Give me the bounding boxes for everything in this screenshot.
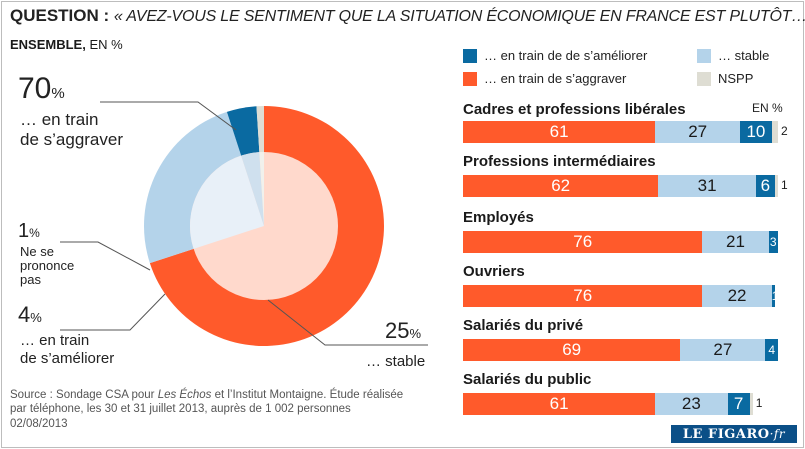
logo-suffix: ·fr [769, 427, 786, 441]
legend-swatch-stable [697, 49, 711, 63]
leader-ameliorer [60, 293, 166, 331]
bar-segment-stable: 27 [655, 121, 741, 143]
bar-segment-stable: 22 [702, 285, 772, 307]
label-stable-line1: … stable [366, 353, 426, 370]
pie-slice-stable-inner [189, 155, 264, 249]
label-ameliorer-line2: de s’améliorer [20, 350, 115, 367]
bar-category-label: Salariés du privé [463, 317, 584, 334]
pct-nspp-value: 1 [18, 220, 30, 242]
bar-segment-stable: 31 [658, 175, 756, 197]
bar-row: 69 27 4 [463, 339, 778, 361]
ensemble-label: ENSEMBLE, EN % [10, 37, 123, 52]
pct-aggraver-sign: % [51, 85, 65, 102]
label-stable: … stable [366, 352, 425, 372]
legend-ameliorer: … en train de de s’améliorer [484, 48, 648, 63]
label-aggraver-line1: … en train [20, 110, 99, 129]
legend-aggraver: … en train de s’aggraver [484, 71, 627, 86]
bar-segment-aggraver: 61 [463, 121, 656, 143]
publication-date: 02/08/2013 [10, 418, 68, 430]
bar-segment-ameliorer: 6 [755, 175, 775, 197]
bar-segment-aggraver: 76 [463, 231, 703, 253]
bar-category-label: Salariés du public [463, 371, 592, 388]
pct-stable-sign: % [409, 326, 422, 341]
ensemble-text: ENSEMBLE, [10, 37, 86, 52]
pie-slice-nspp-inner [259, 152, 264, 226]
bar-segment-ameliorer: 7 [727, 393, 750, 415]
bar-segment-stable: 27 [680, 339, 766, 361]
pct-ameliorer-sign: % [30, 310, 42, 325]
bar-category-label: Cadres et professions libérales [463, 101, 686, 118]
bar-segment-nspp [771, 121, 778, 143]
label-nspp-line3: pas [20, 272, 41, 287]
pct-ameliorer: 4% [18, 302, 42, 328]
bar-segment-stable: 23 [655, 393, 728, 415]
bar-segment-ameliorer: 1 [771, 285, 775, 307]
source-part2: et l’Institut Montaigne. Étude réalisée [211, 389, 404, 401]
pct-stable: 25% [385, 318, 421, 344]
legend-swatch-ameliorer [463, 49, 477, 63]
bar-category-label: Ouvriers [463, 263, 525, 280]
bar-category-label: Professions intermédiaires [463, 153, 656, 170]
pct-aggraver-value: 70 [18, 72, 52, 105]
pct-aggraver: 70% [18, 72, 65, 106]
label-nspp-line2: prononce [20, 258, 75, 273]
bar-segment-ameliorer: 3 [768, 231, 778, 253]
question-text: « AVEZ-VOUS LE SENTIMENT QUE LA SITUATIO… [113, 8, 805, 25]
legend-swatch-nspp [697, 72, 711, 86]
bar-segment-ameliorer: 4 [765, 339, 778, 361]
bar-value-nspp: 1 [755, 396, 763, 410]
label-ameliorer: … en train de s’améliorer [20, 332, 114, 368]
bar-segment-aggraver: 62 [463, 175, 659, 197]
pct-stable-value: 25 [385, 318, 410, 343]
source-publication: Les Échos [157, 389, 212, 401]
leader-aggraver [100, 101, 237, 131]
legend-stable: … stable [718, 48, 770, 63]
bar-segment-aggraver: 61 [463, 393, 656, 415]
label-ameliorer-line1: … en train [20, 332, 90, 349]
bar-row: 76 21 3 [463, 231, 778, 253]
bar-row: 62 31 6 1 [463, 175, 788, 197]
question-label: QUESTION : [10, 6, 110, 25]
bar-category-label: Employés [463, 209, 534, 226]
pct-ameliorer-value: 4 [18, 302, 31, 327]
leader-stable [267, 299, 428, 346]
label-aggraver-line2: de s’aggraver [20, 130, 124, 149]
question-title: QUESTION : « AVEZ-VOUS LE SENTIMENT QUE … [10, 6, 805, 26]
bar-segment-stable: 21 [702, 231, 769, 253]
bar-segment-aggraver: 76 [463, 285, 703, 307]
legend-nspp: NSPP [718, 71, 754, 86]
leader-nspp [60, 241, 151, 271]
le-figaro-logo: LE FIGARO·fr [671, 425, 797, 443]
bar-value-nspp: 2 [781, 124, 788, 138]
pct-nspp-sign: % [29, 226, 40, 240]
bar-segment-ameliorer: 10 [740, 121, 772, 143]
pie-leader-lines [60, 101, 428, 346]
label-nspp: Ne se prononce pas [20, 245, 74, 287]
bar-segment-aggraver: 69 [463, 339, 681, 361]
bar-segment-nspp [749, 393, 753, 415]
source-line2: par téléphone, les 30 et 31 juillet 2013… [10, 403, 351, 415]
bars-unit: EN % [752, 101, 783, 115]
source-part1: Source : Sondage CSA pour [10, 389, 158, 401]
ensemble-unit: EN % [89, 37, 123, 52]
legend-swatch-aggraver [463, 72, 477, 86]
label-nspp-line1: Ne se [20, 244, 54, 259]
bar-segment-nspp [774, 175, 778, 197]
pie-slice-ameliorer-inner [241, 152, 264, 226]
source-note: Source : Sondage CSA pour Les Échos et l… [10, 388, 450, 416]
bar-row: 61 23 7 1 [463, 393, 778, 415]
bar-row: 76221 [463, 285, 778, 307]
pct-nspp: 1% [18, 220, 40, 243]
logo-main: LE FIGARO [682, 427, 770, 442]
bar-row: 61 27 10 2 [463, 121, 788, 143]
bar-value-nspp: 1 [781, 178, 788, 192]
label-aggraver: … en train de s’aggraver [20, 110, 123, 150]
